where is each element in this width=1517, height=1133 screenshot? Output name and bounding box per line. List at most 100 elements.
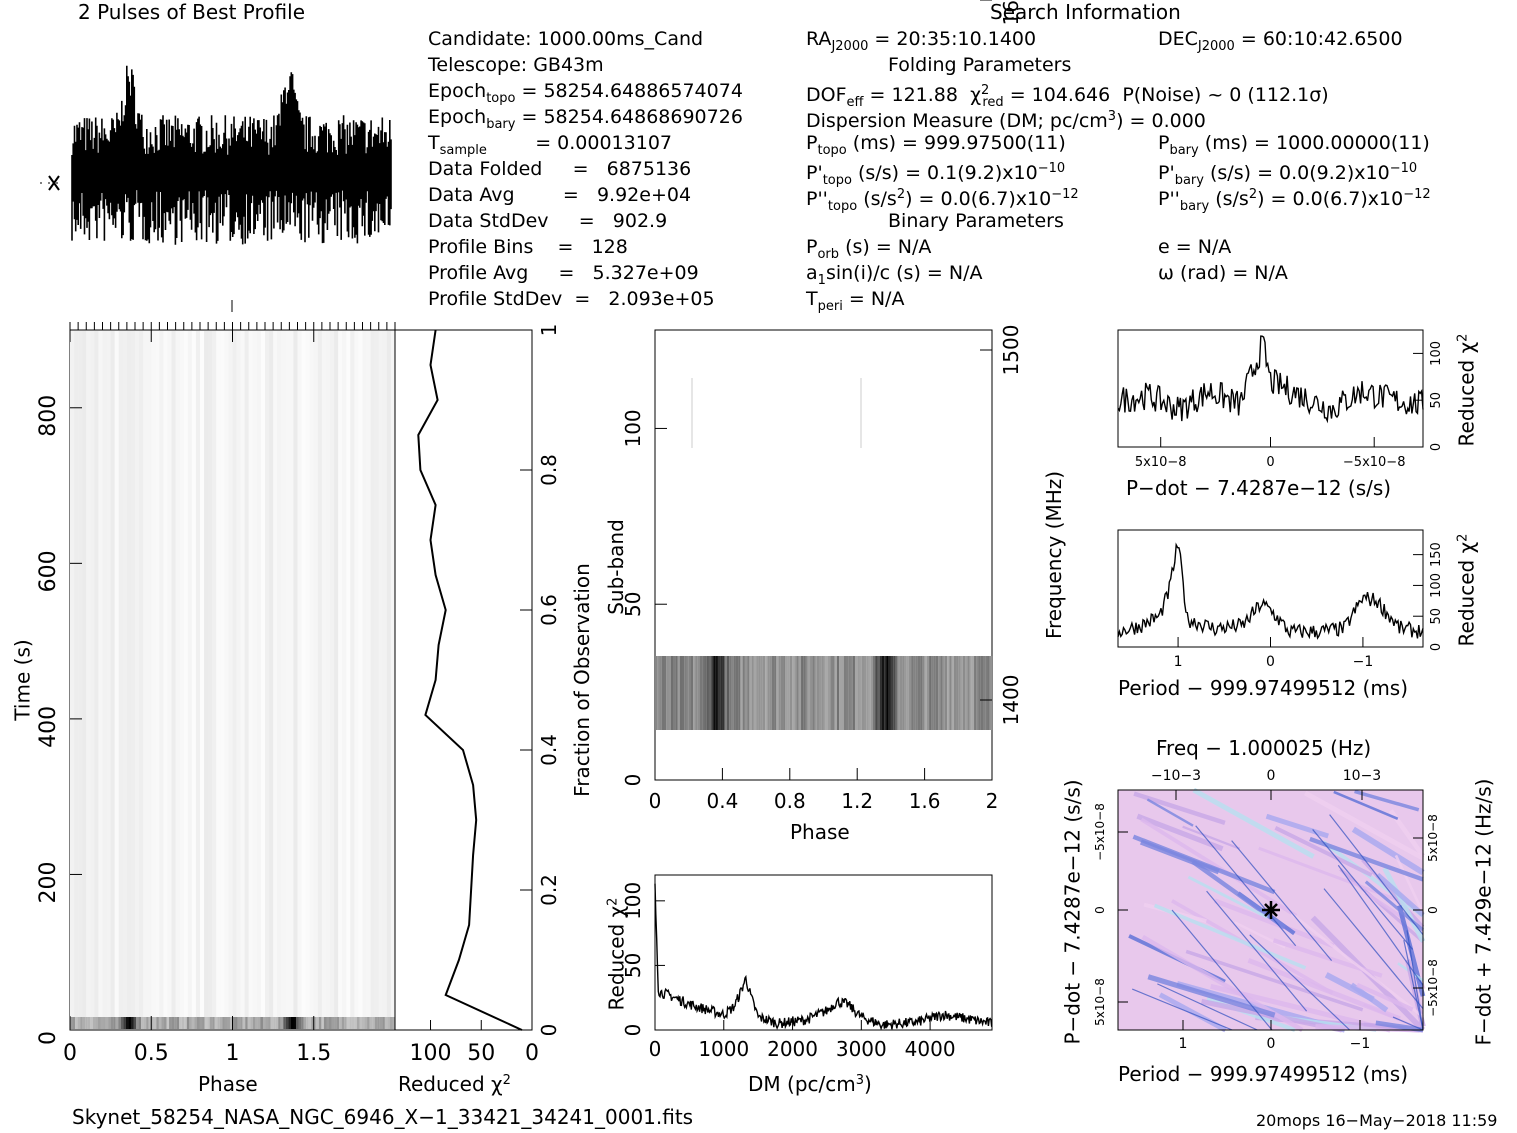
tp-bottom-row xyxy=(146,1017,149,1029)
sb-stripe xyxy=(816,656,820,730)
tp-bottom-row xyxy=(171,1017,175,1029)
ppd-streak-dark xyxy=(1406,930,1424,1031)
ppd-streak xyxy=(1303,790,1425,861)
sb-stripe xyxy=(843,656,847,730)
ppd-right-label: F−dot + 7.429e−12 (Hz/s) xyxy=(1471,778,1496,1046)
sb-ytick-label: 100 xyxy=(621,409,645,447)
tp-ytick-label: 600 xyxy=(36,550,61,592)
tp-stripe xyxy=(370,331,375,1017)
sb-stripe xyxy=(960,656,963,730)
tp-stripe xyxy=(260,331,266,1017)
tp-stripe xyxy=(159,331,164,1017)
pd-ylabel: Reduced χ2 xyxy=(1454,333,1479,447)
tp-stripe xyxy=(281,331,286,1017)
tp-bottom-row xyxy=(306,1017,309,1029)
tp-bottom-row xyxy=(354,1017,357,1029)
eccentricity: e = N/A xyxy=(1158,236,1232,258)
tp-bottom-row xyxy=(133,1017,137,1029)
tp-bottom-row xyxy=(379,1017,383,1029)
tp-stripe xyxy=(273,331,278,1017)
sb-right-label: Frequency (MHz) xyxy=(1042,470,1067,640)
tp-bottom-row xyxy=(138,1017,142,1029)
sb-xtick-label: 0.8 xyxy=(774,789,806,813)
tp-bottom-row xyxy=(97,1017,101,1029)
tp-bottom-row xyxy=(351,1017,355,1029)
sb-stripe xyxy=(679,656,683,730)
sb-stripe xyxy=(949,656,952,730)
sb-stripe xyxy=(794,656,797,730)
ppd-streak xyxy=(1140,817,1298,918)
tp-bottom-row xyxy=(359,1017,363,1029)
tp-bottom-row xyxy=(265,1017,269,1029)
tp-bottom-row xyxy=(179,1017,182,1029)
folding-title: Folding Parameters xyxy=(888,54,1072,76)
sb-stripe xyxy=(681,656,685,730)
sb-stripe xyxy=(774,656,777,730)
tp-bottom-row xyxy=(247,1017,251,1029)
period-chi2-plot: 1 0 −1 0 50 100 150 xyxy=(1117,529,1444,670)
p-topo: Ptopo (ms) = 999.97500(11) xyxy=(806,132,1066,158)
telescope-label: Telescope: GB43m xyxy=(428,54,604,76)
tp-stripe xyxy=(78,331,83,1017)
tp-bottom-row xyxy=(90,1017,93,1029)
tp-stripe xyxy=(330,331,335,1017)
sb-stripe xyxy=(787,656,790,730)
tp-bottom-row xyxy=(148,1017,152,1029)
tp-stripe xyxy=(130,331,136,1017)
sb-stripe xyxy=(884,656,887,730)
tp-bottom-row xyxy=(189,1017,192,1029)
sb-stripe xyxy=(677,656,680,730)
tp-stripe xyxy=(208,331,213,1017)
sb-stripe xyxy=(821,656,824,730)
tp-bottom-row xyxy=(344,1017,347,1029)
omega: ω (rad) = N/A xyxy=(1158,262,1288,284)
sb-stripe xyxy=(751,656,754,730)
ppd-xtick-label: −1 xyxy=(1350,1036,1371,1052)
sb-stripe xyxy=(962,656,966,730)
dm-xtick-label: 4000 xyxy=(905,1037,956,1061)
tp-xtick-label: 0.5 xyxy=(134,1041,169,1066)
sb-xtick-label: 1.6 xyxy=(909,789,941,813)
ppd-streak xyxy=(1349,982,1389,1013)
sb-stripe xyxy=(904,656,907,730)
tp-bottom-row xyxy=(174,1017,177,1029)
tp-bottom-row xyxy=(349,1017,352,1029)
tp-bottom-row xyxy=(163,1017,167,1029)
tp-xtick-label: 0 xyxy=(63,1041,77,1066)
fc-xtick-label: 100 xyxy=(410,1041,452,1066)
fraction-chi2-plot: 100 50 0 0 0.2 0.4 0.6 0.8 1 xyxy=(394,324,561,1066)
ppd-streak xyxy=(1141,934,1304,1032)
ppd-streak-dark xyxy=(1131,988,1233,1031)
sb-stripe xyxy=(814,656,817,730)
ppd-streak xyxy=(1351,826,1425,876)
sb-stripe xyxy=(958,656,961,730)
tp-stripe xyxy=(212,331,217,1017)
tp-bottom-row xyxy=(283,1017,286,1029)
tp-stripe xyxy=(334,331,339,1017)
tp-stripe xyxy=(342,331,347,1017)
candidate-label: Candidate: 1000.00ms_Cand xyxy=(428,28,704,50)
dm-xlabel: DM (pc/cm3) xyxy=(748,1072,872,1096)
tp-bottom-row xyxy=(235,1017,238,1029)
sb-stripe xyxy=(839,656,842,730)
tp-bottom-row xyxy=(242,1017,246,1029)
sb-stripe xyxy=(767,656,770,730)
tp-bottom-row xyxy=(255,1017,258,1029)
sb-stripe xyxy=(848,656,851,730)
tp-bottom-row xyxy=(311,1017,314,1029)
sb-stripe xyxy=(947,656,950,730)
tp-bottom-row xyxy=(262,1017,266,1029)
ppd-streak-dark xyxy=(1392,1016,1424,1031)
sb-stripe xyxy=(938,656,941,730)
tp-bottom-row xyxy=(252,1017,256,1029)
tp-bottom-row xyxy=(298,1017,302,1029)
tp-bottom-row xyxy=(316,1017,319,1029)
ppd-toptick-label: 10−3 xyxy=(1343,768,1381,784)
tp-bottom-row xyxy=(318,1017,322,1029)
tp-stripe xyxy=(289,331,294,1017)
sb-stripe xyxy=(870,656,873,730)
tp-bottom-row xyxy=(100,1017,104,1029)
period-pdot-heatmap: 1 0 −1 −10−3 0 10−3 5x10−8 0 −5x10−8 −5x10−8 0 5x10… xyxy=(1093,768,1440,1052)
tp-bottom-row xyxy=(237,1017,241,1029)
fc-rtick-label: 0 xyxy=(537,1024,561,1037)
